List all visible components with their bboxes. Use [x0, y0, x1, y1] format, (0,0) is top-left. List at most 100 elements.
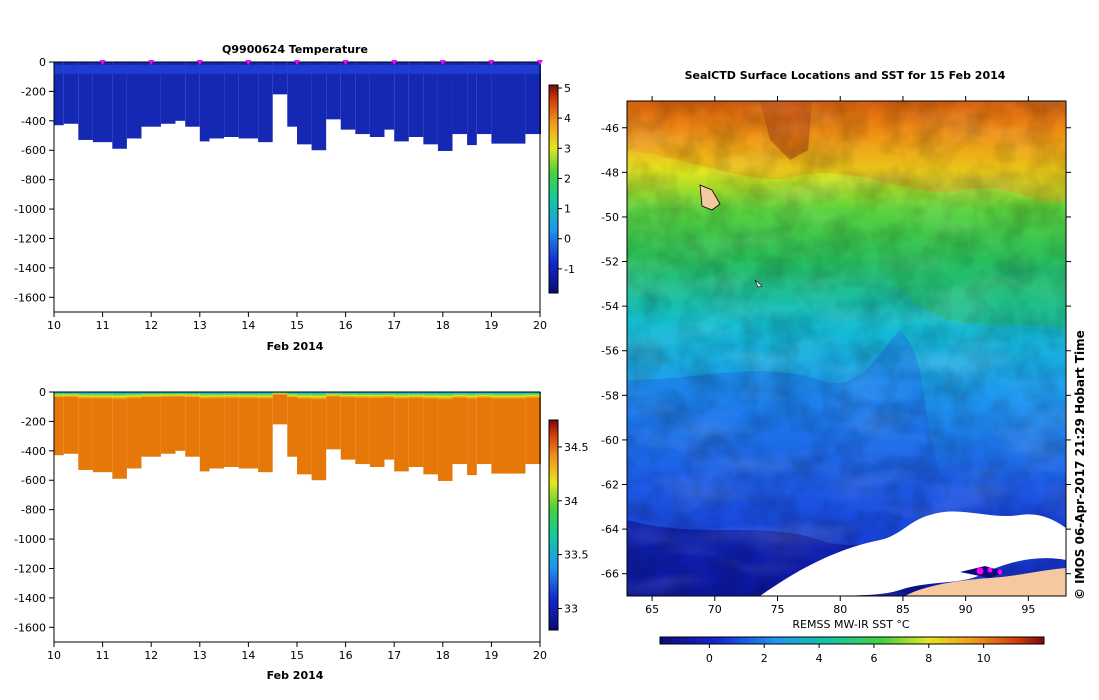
temperature-column — [408, 62, 424, 137]
temp-y-tick-label: -600 — [21, 144, 46, 157]
temperature-title: Q9900624 Temperature — [222, 43, 368, 56]
temperature-surface-layer — [272, 65, 288, 74]
temperature-surface-layer — [340, 65, 356, 74]
sal-x-tick-label: 20 — [533, 649, 547, 662]
temp-x-tick-label: 14 — [241, 319, 255, 332]
salinity-field — [54, 392, 541, 481]
profile-marker — [245, 60, 252, 65]
temperature-column — [340, 62, 356, 130]
sal-y-tick-label: -1400 — [14, 592, 46, 605]
temperature-column — [126, 62, 142, 139]
temperature-surface-layer — [423, 65, 438, 74]
temperature-y-axis: 0 -200 -400 -600 -800 -1000 -1200 -1400 -1600 — [14, 56, 54, 304]
sst-colorbar-label: 8 — [925, 652, 932, 665]
salinity-column — [258, 392, 273, 473]
salinity-column — [297, 392, 312, 475]
temperature-colorbar-label: 1 — [564, 203, 571, 216]
profile-markers — [99, 60, 543, 65]
sal-x-tick-label: 10 — [47, 649, 61, 662]
lat-tick-label: -62 — [601, 479, 619, 492]
salinity-column — [224, 392, 239, 467]
temp-y-tick-label: -400 — [21, 115, 46, 128]
sal-y-tick-label: -200 — [21, 415, 46, 428]
ice-mask — [760, 511, 1066, 596]
sst-colorbar-label: 4 — [816, 652, 823, 665]
temperature-surface-layer — [355, 65, 370, 74]
temp-y-tick-label: -200 — [21, 85, 46, 98]
temperature-column — [185, 62, 200, 127]
sst-map-lon-axis: 65 70 75 80 85 90 95 — [645, 96, 1035, 616]
temperature-colorbar-label: 2 — [564, 172, 571, 185]
salinity-column — [209, 392, 225, 469]
temperature-column — [505, 62, 526, 144]
sal-x-tick-label: 18 — [436, 649, 450, 662]
lon-tick-label: 85 — [896, 603, 910, 616]
salinity-column — [452, 392, 468, 465]
temperature-surface-layer — [199, 65, 210, 74]
salinity-column — [384, 392, 395, 460]
salinity-column — [54, 392, 64, 456]
salinity-colorbar-label: 33.5 — [564, 549, 589, 562]
temperature-column — [258, 62, 273, 143]
sal-y-tick-label: -600 — [21, 474, 46, 487]
temperature-panel: Q9900624 Temperature 0 -200 -400 -600 -800 -1… — [14, 43, 575, 353]
salinity-column — [78, 392, 93, 470]
temperature-column — [209, 62, 225, 139]
salinity-column — [112, 392, 127, 479]
salinity-column — [394, 392, 409, 472]
salinity-colorbar-label: 34.5 — [564, 441, 589, 454]
sst-colorbar-label: 6 — [870, 652, 877, 665]
temperature-column — [199, 62, 210, 142]
temperature-column — [112, 62, 127, 149]
temp-x-tick-label: 10 — [47, 319, 61, 332]
temperature-column — [491, 62, 506, 144]
lat-tick-label: -60 — [601, 434, 619, 447]
heard-island — [754, 279, 763, 288]
salinity-panel: 0 -200 -400 -600 -800 -1000 -1200 -1400 -1600 10… — [14, 386, 588, 682]
salinity-column — [238, 392, 259, 469]
temp-x-tick-label: 16 — [339, 319, 353, 332]
temp-x-tick-label: 15 — [290, 319, 304, 332]
salinity-column — [141, 392, 161, 457]
temperature-surface-layer — [126, 65, 142, 74]
temperature-surface-layer — [505, 65, 526, 74]
lon-tick-label: 65 — [645, 603, 659, 616]
salinity-colorbar-ticks: 33 33.5 34 34.5 — [558, 441, 589, 615]
sst-colorbar-label: 10 — [977, 652, 991, 665]
temperature-surface-layer — [326, 65, 341, 74]
salinity-column — [355, 392, 370, 465]
temperature-column — [224, 62, 239, 137]
salinity-column — [340, 392, 356, 460]
salinity-column — [160, 392, 176, 454]
temperature-column — [160, 62, 176, 124]
salinity-column — [175, 392, 186, 451]
temperature-column — [394, 62, 409, 142]
temperature-column — [141, 62, 161, 127]
lon-tick-label: 90 — [959, 603, 973, 616]
temperature-colorbar-ticks: -1 0 1 2 3 4 5 — [558, 82, 575, 276]
temperature-column — [525, 62, 540, 135]
sal-x-tick-label: 14 — [241, 649, 255, 662]
temperature-column — [238, 62, 259, 139]
temperature-column — [63, 62, 79, 124]
salinity-column — [408, 392, 424, 467]
lat-tick-label: -48 — [601, 166, 619, 179]
temperature-column — [92, 62, 113, 143]
salinity-colorbar-label: 34 — [564, 495, 578, 508]
profile-marker — [99, 60, 106, 65]
temperature-column — [297, 62, 312, 145]
temperature-column — [355, 62, 370, 135]
temp-y-tick-label: 0 — [39, 56, 46, 69]
salinity-column — [63, 392, 79, 454]
temperature-surface-layer — [78, 65, 93, 74]
lat-tick-label: -54 — [601, 300, 619, 313]
salinity-x-axis: 10 11 12 13 14 15 16 17 18 19 20 — [47, 642, 547, 662]
temperature-colorbar-label: -1 — [564, 263, 575, 276]
temperature-surface-layer — [112, 65, 127, 74]
temp-y-tick-label: -800 — [21, 174, 46, 187]
salinity-xlabel: Feb 2014 — [267, 669, 324, 682]
lat-tick-label: -58 — [601, 389, 619, 402]
temperature-surface-layer — [297, 65, 312, 74]
imos-credit: © IMOS 06-Apr-2017 21:29 Hobart Time — [1073, 330, 1087, 600]
lat-tick-label: -56 — [601, 345, 619, 358]
